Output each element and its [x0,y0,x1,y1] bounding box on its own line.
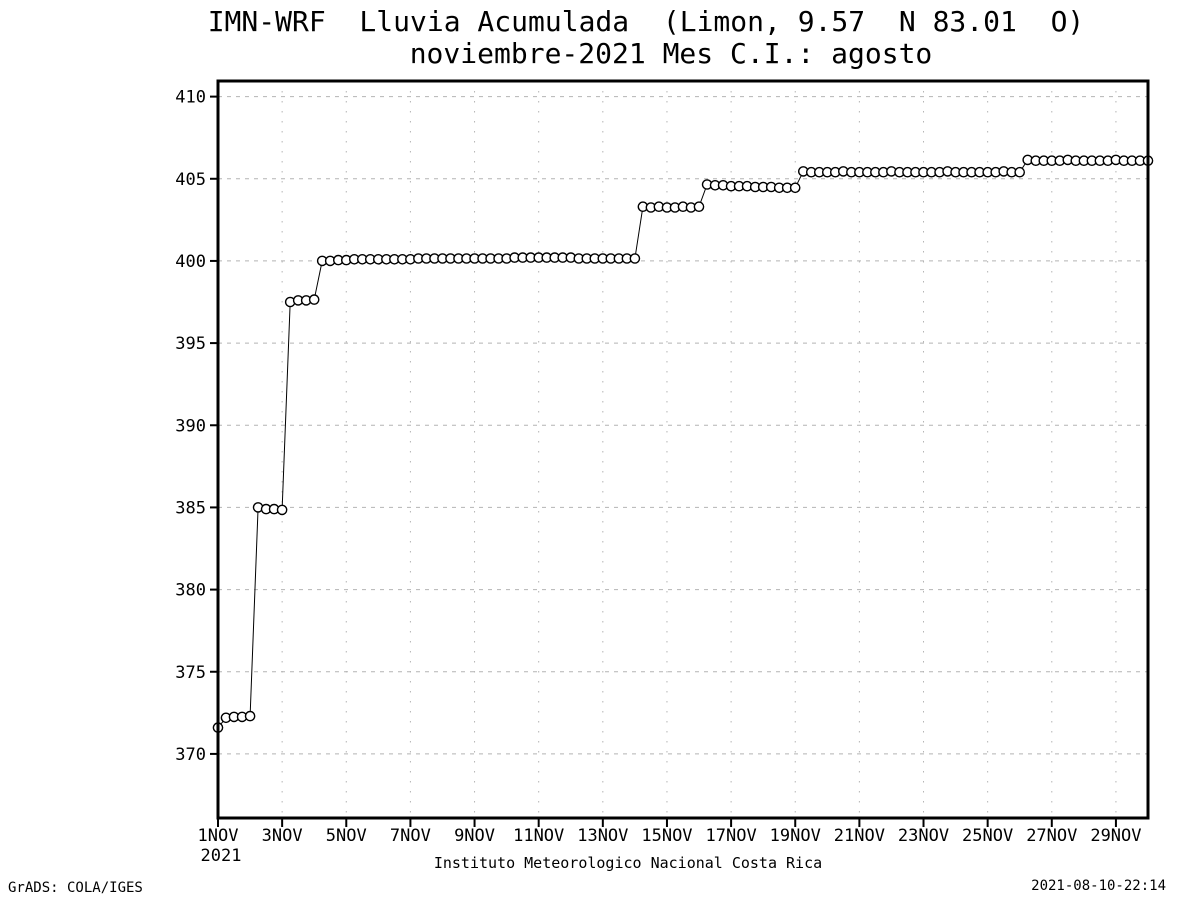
x-tick-label: 19NOV [770,826,821,846]
x-tick-label: 3NOV [262,826,303,846]
x-tick-label: 13NOV [577,826,628,846]
y-tick-label: 405 [175,170,206,190]
x-tick-label: 5NOV [326,826,367,846]
x-tick-label: 17NOV [706,826,757,846]
x-axis-labels: 1NOV 3NOV 5NOV 7NOV 9NOV 11NOV 13NOV 15NOV 17NOV… [198,826,1142,846]
y-axis-labels: 370 375 380 385 390 395 400 405 410 [175,88,206,765]
timestamp: 2021-08-10-22:14 [1031,878,1166,894]
grads-credit: GrADS: COLA/IGES [8,880,143,896]
data-point-marker [244,710,256,722]
data-point-marker [693,201,705,212]
chart-titles: IMN-WRF Lluvia Acumulada (Limon, 9.57 N … [208,5,1085,70]
plot-frame [216,79,1150,820]
y-tick-label: 395 [175,334,206,354]
chart-title-line2: noviembre-2021 Mes C.I.: agosto [410,37,933,70]
x-tick-label: 15NOV [641,826,692,846]
y-tick-label: 410 [175,88,206,108]
y-tick-label: 400 [175,252,206,272]
footer-caption: Instituto Meteorologico Nacional Costa R… [434,854,822,872]
data-point-marker [629,253,641,264]
x-axis-year-label: 2021 [201,846,242,866]
x-tick-label: 25NOV [962,826,1013,846]
y-tick-label: 390 [175,416,206,436]
data-series [212,154,1154,733]
x-tick-label: 11NOV [513,826,564,846]
x-tick-label: 23NOV [898,826,949,846]
y-tick-label: 380 [175,581,206,601]
chart-title-line1: IMN-WRF Lluvia Acumulada (Limon, 9.57 N … [208,5,1085,38]
data-point-marker [308,294,320,305]
x-tick-label: 7NOV [390,826,431,846]
data-point-marker [276,504,288,516]
y-tick-label: 385 [175,498,206,518]
y-tick-label: 375 [175,663,206,683]
x-tick-label: 27NOV [1026,826,1077,846]
data-point-marker [789,182,801,194]
x-tick-label: 1NOV [198,826,239,846]
y-tick-label: 370 [175,745,206,765]
data-point-marker [1014,166,1026,178]
x-tick-label: 21NOV [834,826,885,846]
x-tick-label: 9NOV [454,826,495,846]
axis-tick-marks [210,95,1117,827]
x-tick-label: 29NOV [1090,826,1141,846]
